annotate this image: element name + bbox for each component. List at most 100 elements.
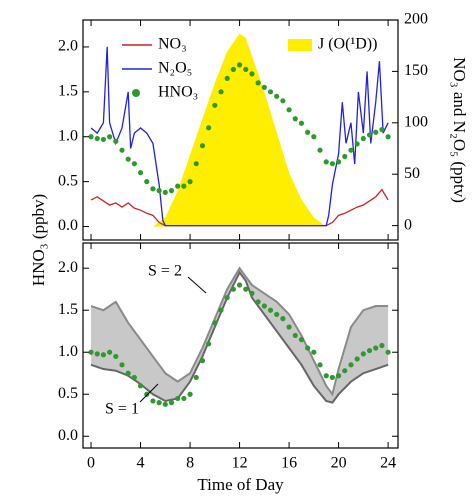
marker (249, 71, 255, 77)
marker (298, 337, 305, 343)
y2-tick-label: 150 (404, 62, 428, 79)
x-tick-label: 16 (281, 455, 297, 472)
y-tick-label: 2.0 (58, 38, 78, 55)
marker (255, 299, 261, 305)
x-tick-label: 0 (87, 455, 95, 472)
x-tick-label: 4 (137, 455, 145, 472)
marker (298, 120, 305, 126)
marker (379, 342, 385, 349)
marker (348, 147, 354, 153)
marker (360, 351, 366, 357)
marker (187, 179, 193, 185)
marker (181, 395, 187, 402)
marker (280, 98, 286, 104)
marker (311, 134, 317, 140)
marker (193, 374, 199, 381)
legend-label: J (O(¹D)) (318, 36, 377, 53)
y-tick-label: 1.5 (58, 301, 78, 318)
marker (354, 141, 360, 147)
marker (150, 398, 156, 404)
marker (199, 358, 206, 364)
marker (193, 161, 199, 167)
y2-tick-label: 200 (404, 11, 428, 28)
marker (175, 183, 181, 189)
marker (119, 362, 125, 368)
marker (230, 286, 236, 292)
annotation-leader (139, 383, 159, 403)
marker (212, 320, 218, 326)
marker (305, 129, 311, 135)
marker (261, 303, 267, 309)
marker (385, 134, 391, 140)
marker (385, 349, 391, 355)
marker (168, 188, 175, 194)
marker (274, 93, 280, 99)
marker (206, 125, 212, 131)
marker (373, 129, 379, 135)
marker (255, 80, 261, 86)
marker (137, 383, 144, 389)
y-tick-label: 2.0 (58, 259, 78, 276)
marker (286, 324, 292, 330)
marker (373, 345, 379, 351)
y-tick-label: 1.0 (58, 343, 78, 360)
marker (100, 136, 107, 143)
marker (94, 135, 100, 142)
legend-label: NO₃ (158, 36, 187, 53)
y-tick-label: 0.0 (58, 217, 78, 234)
y-tick-label: 0.5 (58, 172, 78, 189)
marker (175, 395, 181, 402)
marker (292, 332, 298, 339)
marker (119, 147, 125, 153)
legend-swatch (132, 89, 140, 97)
marker (354, 356, 360, 362)
marker (286, 107, 292, 113)
marker (342, 153, 348, 160)
marker (224, 75, 230, 81)
marker (342, 368, 348, 374)
marker (335, 159, 342, 165)
y2-axis-label: NO₃ and N₂O₅ (pptv) (450, 57, 469, 203)
marker (280, 316, 286, 322)
marker (236, 62, 243, 68)
marker (218, 89, 224, 95)
marker (199, 143, 206, 149)
marker (236, 282, 243, 288)
marker (162, 401, 168, 407)
marker (162, 189, 168, 196)
marker (267, 307, 274, 313)
marker (379, 126, 385, 133)
marker (88, 134, 94, 140)
y-axis-label: HNO₃ (ppbv) (29, 194, 48, 286)
marker (267, 89, 274, 95)
line (90, 270, 389, 404)
legend-label: N₂O₅ (158, 60, 192, 77)
marker (156, 188, 162, 194)
marker (261, 84, 267, 90)
marker (168, 400, 175, 406)
marker (212, 102, 218, 108)
y-tick-label: 1.5 (58, 83, 78, 100)
marker (150, 186, 156, 192)
x-tick-label: 8 (186, 455, 194, 472)
marker (274, 311, 280, 318)
marker (335, 373, 342, 379)
marker (144, 179, 150, 185)
marker (218, 307, 224, 313)
marker (187, 391, 193, 397)
marker (317, 362, 323, 368)
plot-frame (82, 242, 399, 449)
marker (323, 373, 329, 379)
marker (243, 286, 249, 292)
marker (329, 374, 336, 381)
marker (360, 135, 366, 142)
x-tick-label: 24 (380, 455, 396, 472)
marker (181, 183, 187, 189)
y-tick-label: 0.5 (58, 385, 78, 402)
marker (292, 116, 298, 122)
marker (366, 347, 373, 354)
legend-swatch (288, 39, 312, 51)
marker (311, 349, 317, 355)
line (90, 188, 389, 227)
